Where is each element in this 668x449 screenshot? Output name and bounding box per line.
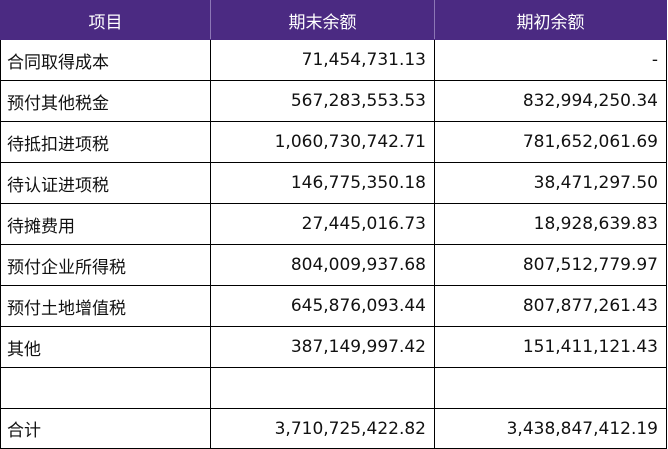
header-row: 项目 期末余额 期初余额 — [0, 0, 667, 40]
closing-balance-cell: 567,283,553.53 — [210, 80, 435, 122]
opening-balance-cell: 38,471,297.50 — [434, 162, 667, 204]
row-label: 其他 — [0, 326, 211, 368]
opening-balance-cell: 151,411,121.43 — [434, 326, 667, 368]
table-row: 预付土地增值税 645,876,093.44 807,877,261.43 — [0, 285, 667, 327]
closing-balance-cell: 645,876,093.44 — [210, 285, 435, 327]
table-row-empty — [0, 367, 667, 409]
table-row: 预付企业所得税 804,009,937.68 807,512,779.97 — [0, 244, 667, 286]
table-row: 待抵扣进项税 1,060,730,742.71 781,652,061.69 — [0, 121, 667, 163]
opening-balance-cell — [434, 367, 667, 409]
opening-balance-cell: 781,652,061.69 — [434, 121, 667, 163]
total-closing-balance: 3,710,725,422.82 — [210, 408, 435, 449]
table-row: 合同取得成本 71,454,731.13 - — [0, 39, 667, 81]
row-label: 待抵扣进项税 — [0, 121, 211, 163]
opening-balance-cell: 832,994,250.34 — [434, 80, 667, 122]
table-row: 待认证进项税 146,775,350.18 38,471,297.50 — [0, 162, 667, 204]
row-label: 待摊费用 — [0, 203, 211, 245]
closing-balance-cell: 387,149,997.42 — [210, 326, 435, 368]
row-label: 预付其他税金 — [0, 80, 211, 122]
row-label: 预付企业所得税 — [0, 244, 211, 286]
header-opening-balance: 期初余额 — [434, 0, 667, 40]
table-row: 待摊费用 27,445,016.73 18,928,639.83 — [0, 203, 667, 245]
total-opening-balance: 3,438,847,412.19 — [434, 408, 667, 449]
closing-balance-cell: 27,445,016.73 — [210, 203, 435, 245]
table-header: 项目 期末余额 期初余额 — [0, 0, 667, 40]
table-row: 预付其他税金 567,283,553.53 832,994,250.34 — [0, 80, 667, 122]
table-row: 其他 387,149,997.42 151,411,121.43 — [0, 326, 667, 368]
total-label: 合计 — [0, 408, 211, 449]
opening-balance-cell: 807,877,261.43 — [434, 285, 667, 327]
header-closing-balance: 期末余额 — [210, 0, 435, 40]
header-item: 项目 — [0, 0, 211, 40]
closing-balance-cell: 1,060,730,742.71 — [210, 121, 435, 163]
opening-balance-cell: 807,512,779.97 — [434, 244, 667, 286]
opening-balance-cell: 18,928,639.83 — [434, 203, 667, 245]
closing-balance-cell: 146,775,350.18 — [210, 162, 435, 204]
row-label: 合同取得成本 — [0, 39, 211, 81]
opening-balance-cell: - — [434, 39, 667, 81]
row-label: 预付土地增值税 — [0, 285, 211, 327]
table-row-total: 合计 3,710,725,422.82 3,438,847,412.19 — [0, 408, 667, 449]
closing-balance-cell: 71,454,731.13 — [210, 39, 435, 81]
closing-balance-cell — [210, 367, 435, 409]
closing-balance-cell: 804,009,937.68 — [210, 244, 435, 286]
table-body: 合同取得成本 71,454,731.13 - 预付其他税金 567,283,55… — [0, 39, 667, 449]
row-label — [0, 367, 211, 409]
row-label: 待认证进项税 — [0, 162, 211, 204]
